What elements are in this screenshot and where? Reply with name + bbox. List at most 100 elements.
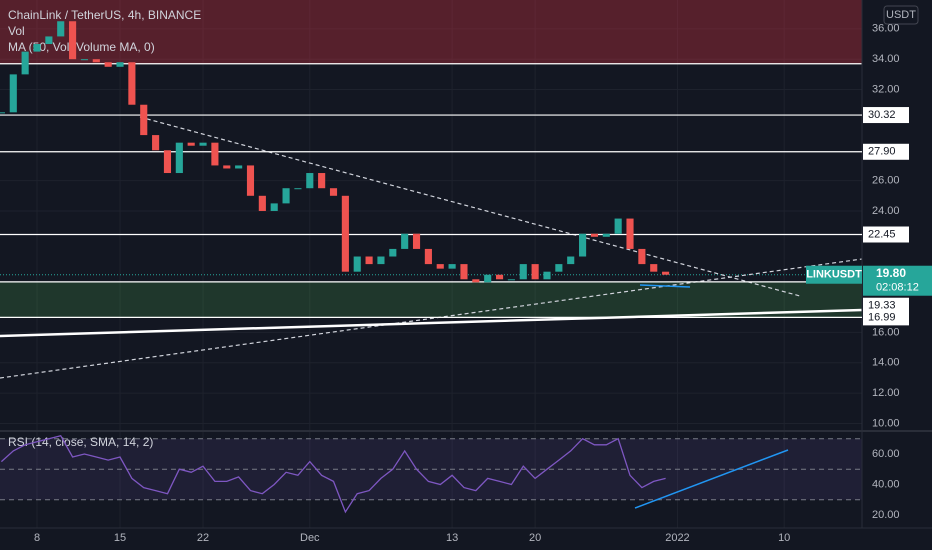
y-tick-label: 12.00 (872, 387, 900, 399)
candle (246, 165, 255, 196)
symbol-tag (806, 265, 862, 284)
currency-box[interactable] (883, 5, 919, 25)
candle (401, 233, 409, 249)
candle (543, 271, 551, 280)
y-tick-label: 10.00 (872, 417, 900, 429)
x-tick-label: 20 (529, 532, 541, 544)
x-tick-label: 2022 (665, 532, 689, 544)
rsi-tick-label: 20.00 (872, 509, 900, 521)
candle (128, 62, 136, 105)
candle (472, 279, 480, 283)
candle (211, 142, 219, 166)
candle (365, 256, 373, 265)
candle (424, 248, 432, 265)
candle (341, 195, 349, 272)
layer (0, 0, 862, 528)
candle (235, 165, 243, 169)
rsi-tick-label: 40.00 (872, 478, 900, 490)
candle (555, 264, 563, 272)
candle (92, 59, 100, 63)
price-tag (863, 265, 932, 296)
y-tick-label: 34.00 (872, 53, 900, 65)
support-zone (0, 281, 862, 318)
candle (662, 271, 670, 275)
candle (0, 112, 5, 114)
candle (33, 44, 41, 52)
level-label: 30.32 (868, 109, 896, 121)
candle (163, 150, 172, 174)
indicator-label: MA (50, Vol, Volume MA, 0) (8, 40, 155, 54)
rsi-tick-label: 60.00 (872, 448, 900, 460)
price-label: 19.80 (876, 266, 906, 280)
candle (507, 279, 515, 281)
candle (614, 218, 622, 234)
countdown-label: 02:08:12 (876, 282, 919, 294)
level-label: 27.90 (868, 146, 896, 158)
candle (9, 74, 17, 113)
candle (175, 142, 183, 174)
candle (223, 165, 231, 169)
candle (353, 256, 361, 272)
candle (318, 173, 326, 189)
level-label: 22.45 (868, 228, 896, 240)
y-tick-label: 24.00 (872, 205, 900, 217)
level-tag (863, 143, 909, 160)
rsi-trend-line (634, 449, 789, 509)
candle (602, 233, 610, 237)
candle (460, 264, 468, 280)
indicator-label: Vol (8, 24, 25, 38)
candle (590, 233, 598, 237)
y-tick-label: 14.00 (872, 357, 900, 369)
level-label: 16.99 (868, 311, 896, 323)
candle (140, 104, 148, 136)
level-label: 19.33 (868, 300, 896, 312)
x-tick-label: 15 (114, 532, 126, 544)
candle (57, 21, 65, 37)
y-tick-label: 36.00 (872, 23, 900, 35)
candle (495, 274, 504, 280)
x-tick-label: 8 (34, 532, 40, 544)
candle (579, 233, 587, 257)
symbol-label: LINKUSDT (806, 269, 862, 281)
candle (80, 59, 89, 61)
candle (116, 62, 124, 67)
candle (199, 142, 207, 146)
candle (21, 51, 29, 75)
candle (329, 188, 338, 196)
trend-line (639, 284, 691, 288)
candle (567, 256, 575, 265)
level-tag (863, 107, 909, 124)
trend-line (0, 258, 863, 379)
y-tick-label: 26.00 (872, 175, 900, 187)
rsi-title: RSI (14, close, SMA, 14, 2) (8, 435, 153, 449)
x-tick-label: Dec (300, 532, 320, 544)
rsi-band (0, 438, 862, 500)
candle (389, 248, 397, 257)
y-tick-label: 32.00 (872, 83, 900, 95)
candle (626, 218, 634, 249)
candle (448, 264, 456, 269)
candle (377, 256, 385, 265)
candle (306, 173, 314, 189)
trend-line (139, 116, 801, 297)
candle (412, 233, 421, 249)
candle (294, 188, 302, 190)
candle (187, 142, 195, 146)
candle (531, 264, 539, 280)
candle (519, 264, 527, 280)
candle (638, 248, 646, 265)
x-tick-label: 22 (197, 532, 209, 544)
candle (270, 203, 278, 211)
chart-title: ChainLink / TetherUS, 4h, BINANCE (8, 8, 201, 22)
candle (484, 274, 492, 283)
candle (650, 264, 658, 272)
currency-label[interactable]: USDT (886, 9, 916, 21)
candle (436, 264, 444, 269)
candle (282, 188, 290, 204)
y-tick-label: 16.00 (872, 326, 900, 338)
candle (152, 135, 160, 151)
trend-line (0, 308, 863, 338)
level-tag (863, 226, 909, 243)
